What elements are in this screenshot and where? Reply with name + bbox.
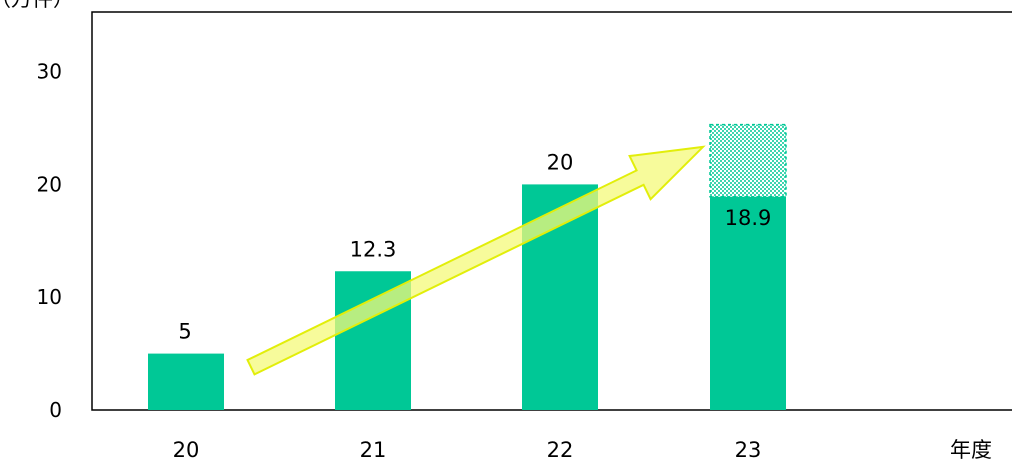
y-tick-label: 30 xyxy=(37,60,62,84)
y-unit-label: （万件） xyxy=(0,0,74,11)
data-label: 12.3 xyxy=(350,237,397,261)
y-tick-label: 20 xyxy=(37,172,62,196)
x-tick-label: 20 xyxy=(173,438,200,460)
projection-bar xyxy=(709,123,787,198)
y-tick-label: 10 xyxy=(37,285,62,309)
x-tick-label: 22 xyxy=(547,438,574,460)
data-label: 18.9 xyxy=(725,206,772,230)
data-label: 20 xyxy=(547,150,574,174)
data-label: 5 xyxy=(178,320,191,344)
x-tick-label: 23 xyxy=(735,438,762,460)
trend-arrow xyxy=(246,145,706,376)
x-tick-label: 21 xyxy=(360,438,387,460)
x-unit-label: 年度 xyxy=(950,438,992,460)
bar xyxy=(148,353,224,410)
bar xyxy=(710,196,786,410)
y-tick-label: 0 xyxy=(49,398,62,422)
